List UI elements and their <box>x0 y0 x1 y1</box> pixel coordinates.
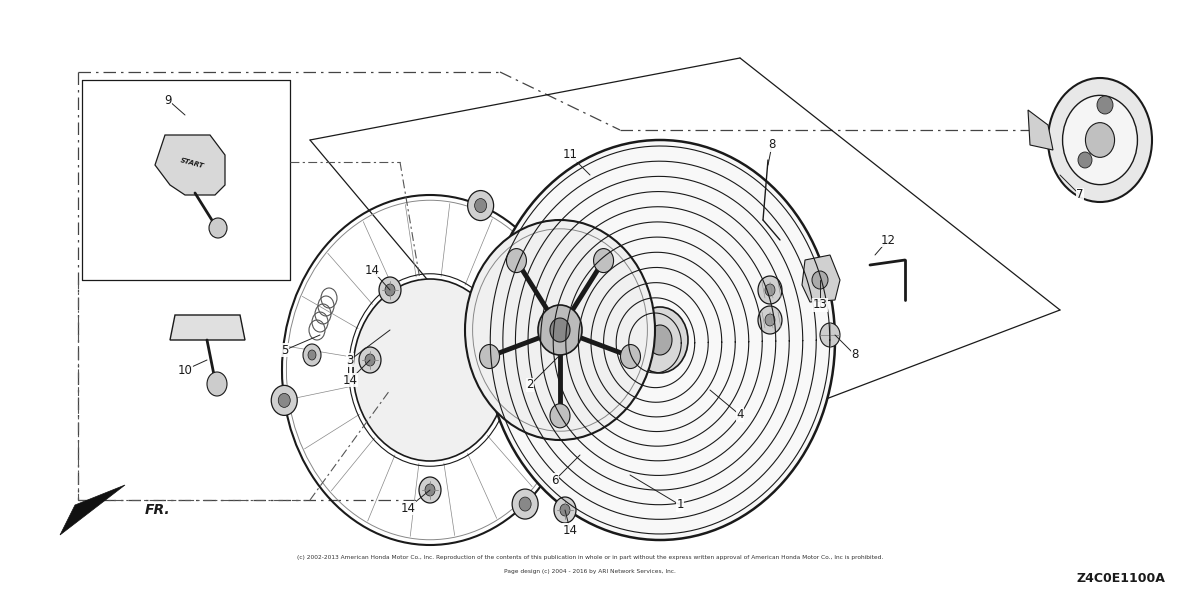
Ellipse shape <box>1062 95 1138 184</box>
Ellipse shape <box>519 497 531 511</box>
Ellipse shape <box>506 249 526 273</box>
Ellipse shape <box>474 198 486 213</box>
Ellipse shape <box>353 279 507 461</box>
Text: 14: 14 <box>563 524 577 537</box>
Text: 9: 9 <box>164 94 172 107</box>
Text: 4: 4 <box>736 409 743 422</box>
Ellipse shape <box>379 277 401 303</box>
Ellipse shape <box>271 385 297 415</box>
Ellipse shape <box>553 497 576 523</box>
Ellipse shape <box>758 276 782 304</box>
Text: 1: 1 <box>676 498 683 511</box>
Ellipse shape <box>632 307 688 373</box>
Text: (c) 2002-2013 American Honda Motor Co., Inc. Reproduction of the contents of thi: (c) 2002-2013 American Honda Motor Co., … <box>297 554 883 560</box>
Ellipse shape <box>385 284 395 296</box>
Text: Z4C0E1100A: Z4C0E1100A <box>1076 571 1165 584</box>
Ellipse shape <box>512 489 538 519</box>
Ellipse shape <box>758 306 782 334</box>
Polygon shape <box>1028 110 1053 150</box>
Ellipse shape <box>820 323 840 347</box>
Ellipse shape <box>765 314 775 326</box>
Ellipse shape <box>1097 96 1113 114</box>
Ellipse shape <box>621 345 641 369</box>
Ellipse shape <box>425 484 435 496</box>
Text: 6: 6 <box>551 474 559 487</box>
Ellipse shape <box>465 220 655 440</box>
Ellipse shape <box>303 344 321 366</box>
Polygon shape <box>170 315 245 340</box>
Ellipse shape <box>550 404 570 428</box>
Text: FR.: FR. <box>145 503 171 517</box>
Ellipse shape <box>485 140 835 540</box>
Ellipse shape <box>365 354 375 366</box>
Text: 3: 3 <box>346 353 354 366</box>
Ellipse shape <box>206 372 227 396</box>
Text: 12: 12 <box>880 233 896 247</box>
Text: 10: 10 <box>177 363 192 376</box>
Ellipse shape <box>278 393 290 408</box>
Ellipse shape <box>308 350 316 360</box>
Text: 11: 11 <box>563 148 577 161</box>
Ellipse shape <box>560 504 570 516</box>
Text: 14: 14 <box>342 373 358 386</box>
Text: 14: 14 <box>365 263 380 276</box>
Text: 2: 2 <box>526 379 533 392</box>
Ellipse shape <box>209 218 227 238</box>
Ellipse shape <box>1048 78 1152 202</box>
Ellipse shape <box>594 249 614 273</box>
Text: Page design (c) 2004 - 2016 by ARI Network Services, Inc.: Page design (c) 2004 - 2016 by ARI Netwo… <box>504 570 676 574</box>
Text: 7: 7 <box>1076 188 1083 201</box>
Text: 5: 5 <box>281 343 289 356</box>
Polygon shape <box>802 255 840 302</box>
Text: 8: 8 <box>768 138 775 151</box>
Polygon shape <box>60 485 125 535</box>
Ellipse shape <box>648 325 671 355</box>
Text: 8: 8 <box>851 349 859 362</box>
Ellipse shape <box>467 191 493 220</box>
Ellipse shape <box>812 271 828 289</box>
Ellipse shape <box>479 345 499 369</box>
Ellipse shape <box>1086 123 1115 157</box>
Text: 13: 13 <box>813 299 827 312</box>
Polygon shape <box>155 135 225 195</box>
Ellipse shape <box>359 347 381 373</box>
Text: ARI Network.com™: ARI Network.com™ <box>500 325 740 345</box>
Ellipse shape <box>419 477 441 503</box>
Ellipse shape <box>550 318 570 342</box>
Ellipse shape <box>538 305 582 355</box>
Text: START: START <box>179 157 204 169</box>
Text: 14: 14 <box>400 501 415 515</box>
Ellipse shape <box>765 284 775 296</box>
Ellipse shape <box>1079 152 1092 168</box>
